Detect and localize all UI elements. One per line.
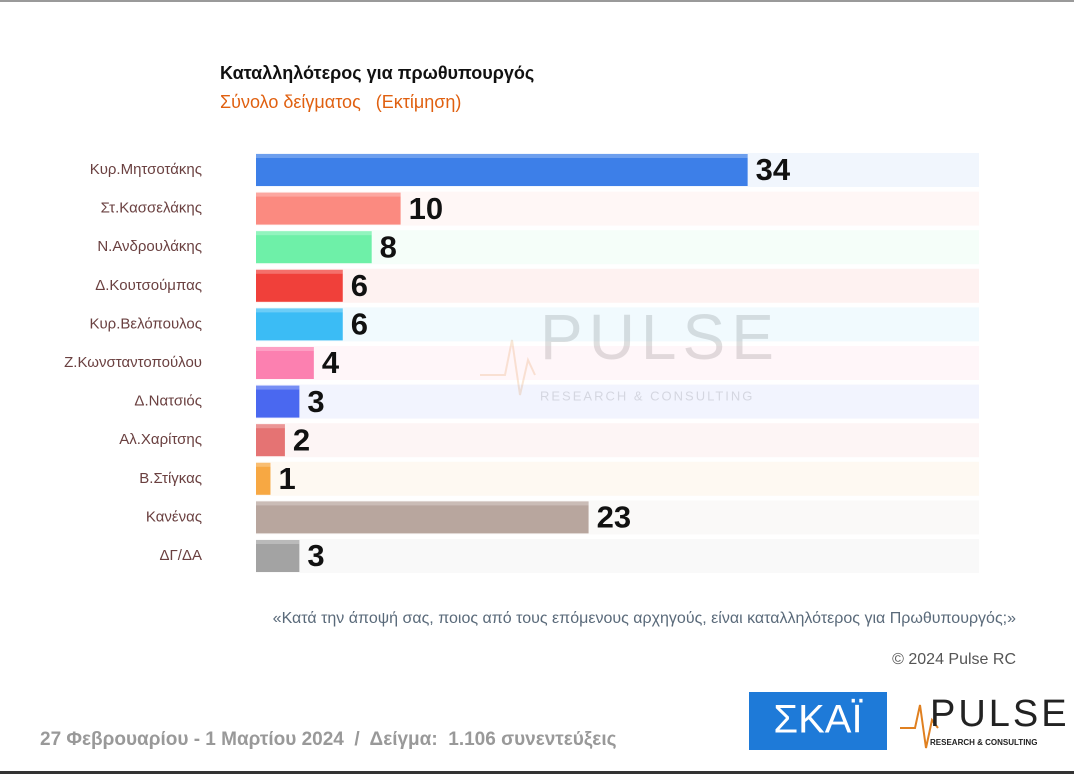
chart-title: Καταλληλότερος για πρωθυπουργός [220,63,534,83]
bar-highlight [256,154,748,158]
watermark-icon [480,339,536,396]
bar-highlight [256,308,343,313]
value-label: 6 [351,268,368,303]
watermark-sub: RESEARCH & CONSULTING [540,388,754,403]
bar-highlight [256,347,314,351]
bar-track [256,230,979,265]
value-label: 3 [307,538,324,573]
watermark-name: PULSE [540,301,780,373]
bar [256,308,343,341]
value-label: 8 [380,229,397,264]
category-label: Δ.Νατσιός [134,393,202,410]
pulse-logo: PULSE [930,693,1070,735]
category-label: Στ.Κασσελάκης [101,200,202,217]
category-label: Ν.Ανδρουλάκης [97,238,202,255]
bar-track [256,307,979,342]
value-label: 1 [278,461,295,496]
bottom-border [0,771,1074,774]
bar [256,269,343,302]
category-label: ΔΓ/ΔΑ [160,547,202,564]
bar-track [256,384,979,419]
bar [256,154,748,186]
chart-subtitle: Σύνολο δείγματος (Εκτίμηση) [220,92,461,112]
bar-highlight [256,501,589,506]
copyright: © 2024 Pulse RC [892,651,1016,668]
watermark: PULSE RESEARCH & CONSULTING [480,301,780,403]
bar-track [256,423,979,458]
bar [256,192,401,225]
skai-logo-text: ΣΚΑΪ [773,698,863,742]
bar-highlight [256,192,401,197]
question: «Κατά την άποψή σας, ποιος από τους επόμ… [273,610,1016,627]
bar [256,231,372,264]
pulse-logo-sub: RESEARCH & CONSULTING [930,738,1037,747]
bar [256,347,314,379]
value-label: 23 [597,500,631,535]
bar-track [256,461,979,496]
category-label: Κυρ.Βελόπουλος [89,315,202,332]
bar [256,501,589,534]
category-label: Δ.Κουτσούμπας [95,277,202,294]
category-label: Β.Στίγκας [139,470,202,487]
bar [256,424,285,457]
bar-highlight [256,540,300,544]
bar-highlight [256,424,285,429]
category-label: Αλ.Χαρίτσης [119,431,202,448]
bar [256,462,271,495]
skai-logo [749,692,887,750]
category-label: Κυρ.Μητσοτάκης [90,161,202,178]
value-label: 4 [322,345,340,380]
bar [256,540,300,572]
value-label: 34 [756,152,791,187]
value-label: 10 [409,191,443,226]
pulse-icon [900,704,939,749]
value-label: 2 [293,422,310,457]
value-label: 6 [351,307,368,342]
value-label: 3 [307,384,324,419]
bar-track [256,268,979,303]
bar-highlight [256,385,300,390]
category-label: Ζ.Κωνσταντοπούλου [64,354,202,371]
bar-highlight [256,269,343,274]
category-label: Κανένας [146,508,202,525]
bar-track [256,539,979,573]
bar-track [256,346,979,380]
footer: 27 Φεβρουαρίου - 1 Μαρτίου 2024 / Δείγμα… [40,729,617,750]
bar-highlight [256,462,271,467]
bar [256,385,300,418]
top-border [0,0,1074,2]
bar-highlight [256,231,372,236]
